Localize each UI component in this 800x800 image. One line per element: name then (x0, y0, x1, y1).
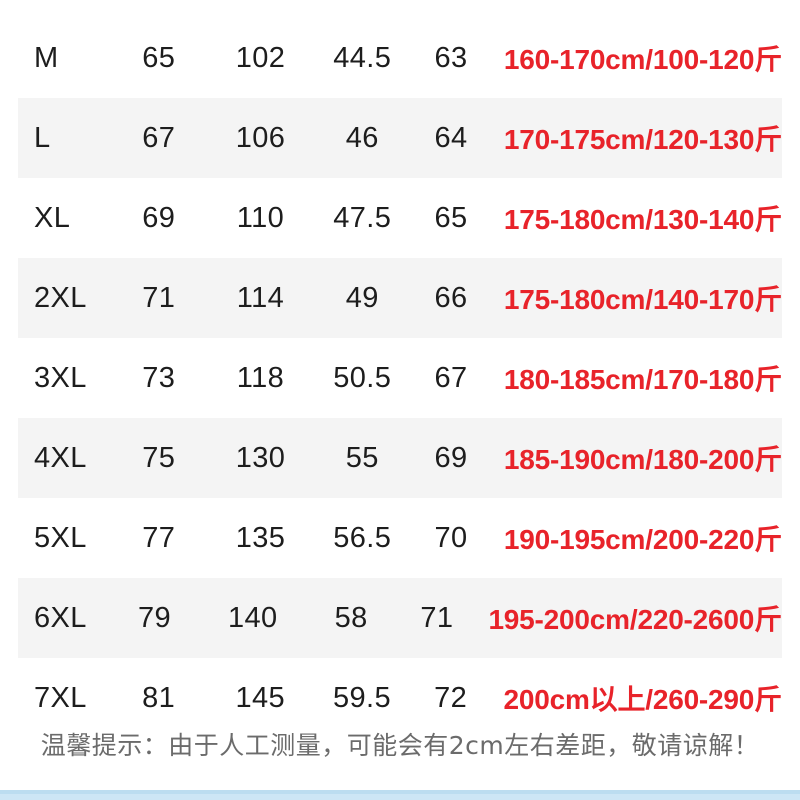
cell-sleeve: 69 (434, 441, 468, 474)
cell-size: 3XL (34, 361, 87, 394)
cell-length: 73 (142, 361, 176, 394)
cell-length: 75 (142, 441, 176, 474)
table-row: 4XL 75 130 55 69 185-190cm/180-200斤 (18, 418, 782, 498)
cell-size: XL (34, 201, 71, 234)
table-row: M 65 102 44.5 63 160-170cm/100-120斤 (18, 18, 782, 98)
cell-sleeve: 66 (434, 281, 468, 314)
cell-length: 81 (142, 681, 176, 714)
cell-sleeve: 65 (434, 201, 468, 234)
cell-bust: 114 (236, 281, 285, 314)
measurement-disclaimer-note: 温馨提示：由于人工测量，可能会有2cm左右差距，敬请谅解！ (40, 731, 760, 760)
cell-sleeve: 72 (434, 681, 468, 714)
cell-bust: 118 (236, 361, 285, 394)
table-row: 2XL 71 114 49 66 175-180cm/140-170斤 (18, 258, 782, 338)
cell-length: 71 (142, 281, 176, 314)
size-table: M 65 102 44.5 63 160-170cm/100-120斤 L 67 106 46 64… (0, 18, 800, 738)
cell-recommendation: 190-195cm/200-220斤 (503, 524, 782, 555)
table-row: L 67 106 46 64 170-175cm/120-130斤 (18, 98, 782, 178)
cell-recommendation: 170-175cm/120-130斤 (503, 124, 782, 155)
cell-length: 67 (142, 121, 176, 154)
cell-recommendation: 175-180cm/140-170斤 (503, 284, 782, 315)
cell-shoulder: 58 (334, 601, 368, 634)
cell-bust: 130 (235, 441, 286, 474)
cell-shoulder: 55 (345, 441, 379, 474)
cell-shoulder: 56.5 (333, 521, 392, 554)
bottom-blue-band (0, 790, 800, 800)
cell-size: L (34, 121, 51, 154)
table-row: 3XL 73 118 50.5 67 180-185cm/170-180斤 (18, 338, 782, 418)
cell-sleeve: 71 (420, 601, 454, 634)
cell-recommendation: 180-185cm/170-180斤 (503, 364, 782, 395)
cell-bust: 135 (235, 521, 286, 554)
cell-bust: 145 (235, 681, 286, 714)
cell-sleeve: 64 (434, 121, 468, 154)
cell-shoulder: 47.5 (333, 201, 392, 234)
cell-sleeve: 70 (434, 521, 468, 554)
cell-shoulder: 46 (345, 121, 379, 154)
cell-recommendation: 185-190cm/180-200斤 (503, 444, 782, 475)
table-row: XL 69 110 47.5 65 175-180cm/130-140斤 (18, 178, 782, 258)
cell-length: 77 (142, 521, 176, 554)
cell-recommendation: 200cm以上/260-290斤 (503, 684, 782, 715)
cell-bust: 102 (235, 41, 286, 74)
cell-sleeve: 67 (434, 361, 468, 394)
cell-size: 7XL (34, 681, 87, 714)
cell-bust: 110 (236, 201, 285, 234)
cell-shoulder: 49 (345, 281, 379, 314)
cell-bust: 106 (235, 121, 286, 154)
cell-recommendation: 195-200cm/220-2600斤 (488, 604, 782, 635)
cell-size: 5XL (34, 521, 87, 554)
cell-shoulder: 50.5 (333, 361, 392, 394)
cell-shoulder: 44.5 (333, 41, 392, 74)
bottom-blue-band-highlight (0, 790, 800, 794)
cell-size: 2XL (34, 281, 87, 314)
table-row: 5XL 77 135 56.5 70 190-195cm/200-220斤 (18, 498, 782, 578)
cell-recommendation: 175-180cm/130-140斤 (503, 204, 782, 235)
cell-length: 79 (137, 601, 172, 634)
cell-recommendation: 160-170cm/100-120斤 (503, 44, 782, 75)
cell-bust: 140 (228, 601, 278, 634)
cell-size: 6XL (34, 601, 87, 634)
cell-size: 4XL (34, 441, 87, 474)
cell-length: 69 (142, 201, 176, 234)
table-row: 6XL 79 140 58 71 195-200cm/220-2600斤 (18, 578, 782, 658)
cell-size: M (34, 41, 59, 74)
cell-length: 65 (142, 41, 176, 74)
cell-shoulder: 59.5 (332, 681, 391, 714)
cell-sleeve: 63 (434, 41, 468, 74)
table-row: 7XL 81 145 59.5 72 200cm以上/260-290斤 (18, 658, 782, 738)
